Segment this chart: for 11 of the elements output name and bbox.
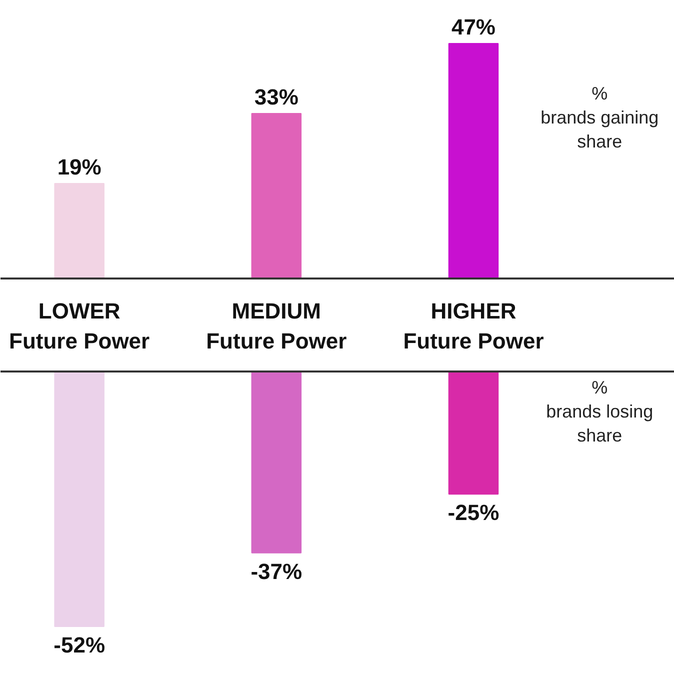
data-label: 19%: [57, 154, 102, 180]
text: % brands gaining share: [540, 83, 659, 152]
x-tick-label: MEDIUM Future Power: [206, 298, 348, 354]
x-tick-label: LOWER Future Power: [9, 298, 150, 354]
data-label: 33%: [254, 84, 298, 110]
data-label: -52%: [54, 632, 106, 658]
data-label: -25%: [448, 500, 500, 526]
x-tick-label: HIGHER Future Power: [403, 298, 544, 354]
data-label: 47%: [451, 14, 496, 40]
text: % brands losing share: [546, 378, 654, 446]
data-label: -37%: [250, 558, 302, 584]
